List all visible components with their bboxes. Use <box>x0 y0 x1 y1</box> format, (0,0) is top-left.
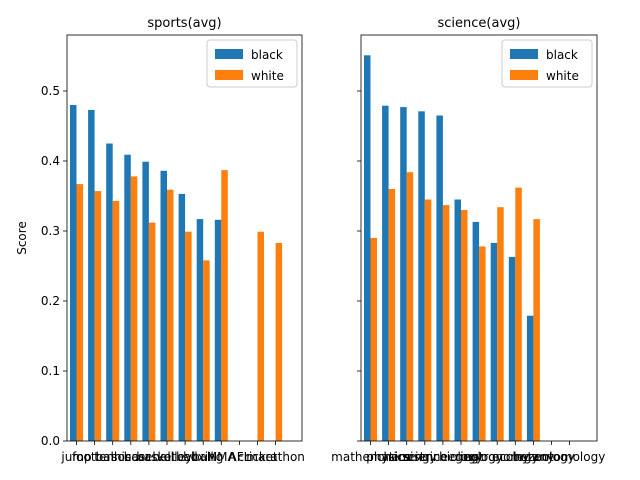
sports-bar-white-mma <box>221 170 228 441</box>
science-bar-white-astronomy <box>497 207 504 441</box>
sports-bar-white-basketball <box>167 189 174 441</box>
sports-ytick-label-4: 0.4 <box>41 154 60 168</box>
science-bar-white-geology <box>479 246 486 441</box>
science-panel: science(avg) mathematicsphysicschemistry… <box>331 16 605 464</box>
sports-legend-label-black: black <box>251 48 283 62</box>
sports-bar-black-soccer <box>124 154 131 441</box>
sports-legend: black white <box>206 39 298 88</box>
sports-bar-black-jump <box>70 105 77 441</box>
science-xtick-label-geology: geology <box>455 450 503 464</box>
sports-xtick-label-volleyball: volleyball <box>156 450 213 464</box>
science-bar-white-mathematics <box>370 238 377 441</box>
sports-xtick-label-basketball: basketball <box>136 450 197 464</box>
sports-xtick-label-jump: jump <box>60 450 91 464</box>
sports-xticks: jumpfootballtennissoccerbaseballbasketba… <box>60 441 305 464</box>
science-xtick-label-botany: botany <box>513 450 555 464</box>
sports-bar-black-mma <box>214 219 222 441</box>
science-bar-black-biology <box>454 199 461 441</box>
science-bar-black-mathematics <box>364 55 371 442</box>
sports-ytick-label-3: 0.3 <box>41 224 60 238</box>
sports-bar-white-jump <box>76 184 83 441</box>
sports-panel: sports(avg) Score jumpfootballtennissocc… <box>15 16 305 464</box>
sports-bar-white-cricket <box>257 231 264 441</box>
science-xtick-label-zoology: zoology <box>528 450 574 464</box>
sports-bar-black-football <box>88 109 95 442</box>
sports-bar-white-tennis <box>112 200 120 441</box>
sports-ytick-label-5: 0.5 <box>41 84 60 98</box>
science-legend-swatch-black <box>510 49 538 59</box>
sports-axes-frame <box>66 34 303 442</box>
sports-bar-black-boxing <box>196 219 204 441</box>
sports-xtick-label-baseball: baseball <box>124 450 174 464</box>
science-xtick-label-engineering: engineering <box>407 450 479 464</box>
sports-bar-white-football <box>94 191 102 441</box>
science-bar-black-geology <box>472 221 480 441</box>
sports-xtick-label-marathon: marathon <box>246 450 305 464</box>
science-bar-white-ecology <box>515 187 522 441</box>
sports-xtick-label-football: football <box>72 450 117 464</box>
science-yticks <box>357 90 361 442</box>
science-legend: black white <box>501 39 593 88</box>
sports-xtick-label-tennis: tennis <box>94 450 131 464</box>
science-axes-frame <box>360 34 598 442</box>
sports-xtick-label-boxing: boxing <box>183 450 223 464</box>
sports-xtick-label-cricket: cricket <box>237 450 277 464</box>
science-title: science(avg) <box>438 16 521 31</box>
sports-xtick-label-afl: AFL <box>229 450 251 464</box>
science-bars <box>364 55 540 442</box>
science-bar-black-ecology <box>508 256 516 441</box>
science-xtick-label-physics: physics <box>366 450 411 464</box>
science-bar-white-physics <box>388 189 396 441</box>
science-bar-black-physics <box>382 105 389 441</box>
science-bar-white-chemistry <box>406 172 414 441</box>
sports-bars <box>70 105 283 442</box>
sports-xtick-label-mma: MMA <box>207 450 237 464</box>
science-bar-black-chemistry <box>400 107 407 441</box>
sports-legend-swatch-black <box>215 49 243 59</box>
science-legend-swatch-white <box>510 70 538 80</box>
science-xticks: mathematicsphysicschemistryscienceengine… <box>331 441 605 464</box>
science-bar-black-science <box>418 111 425 442</box>
science-legend-label-white: white <box>546 69 579 83</box>
sports-legend-label-white: white <box>251 69 284 83</box>
science-xtick-label-astronomy: astronomy <box>465 450 529 464</box>
sports-bar-white-volleyball <box>185 231 192 441</box>
sports-ylabel: Score <box>15 221 29 255</box>
sports-bar-black-baseball <box>142 161 149 441</box>
sports-legend-swatch-white <box>215 70 243 80</box>
science-xtick-label-chemistry: chemistry <box>377 450 437 464</box>
science-xtick-label-science: science <box>402 450 447 464</box>
sports-bar-black-tennis <box>106 143 113 441</box>
science-legend-label-black: black <box>546 48 578 62</box>
sports-yticks: 0.0 0.1 0.2 0.3 0.4 0.5 <box>41 84 67 448</box>
science-xtick-label-entomology: entomology <box>534 450 605 464</box>
science-bar-black-engineering <box>436 115 443 441</box>
sports-title: sports(avg) <box>147 16 221 31</box>
science-bar-white-biology <box>461 210 468 441</box>
science-xtick-label-mathematics: mathematics <box>331 450 410 464</box>
sports-ytick-label-0: 0.0 <box>41 434 60 448</box>
science-bar-white-science <box>424 199 432 441</box>
sports-bar-white-marathon <box>275 242 283 441</box>
sports-bar-white-soccer <box>130 176 138 441</box>
science-bar-white-engineering <box>442 205 450 441</box>
science-bar-black-astronomy <box>490 242 498 441</box>
sports-ytick-label-2: 0.2 <box>41 294 60 308</box>
sports-bar-white-baseball <box>148 222 156 441</box>
sports-bar-black-basketball <box>160 170 167 442</box>
science-xtick-label-ecology: ecology <box>492 450 539 464</box>
science-bar-white-botany <box>533 219 540 441</box>
science-xtick-label-biology: biology <box>439 450 483 464</box>
sports-ytick-label-1: 0.1 <box>41 364 60 378</box>
sports-bar-black-volleyball <box>178 193 186 441</box>
sports-bar-white-boxing <box>203 260 210 441</box>
science-bar-black-botany <box>526 315 534 441</box>
sports-xtick-label-soccer: soccer <box>111 450 150 464</box>
